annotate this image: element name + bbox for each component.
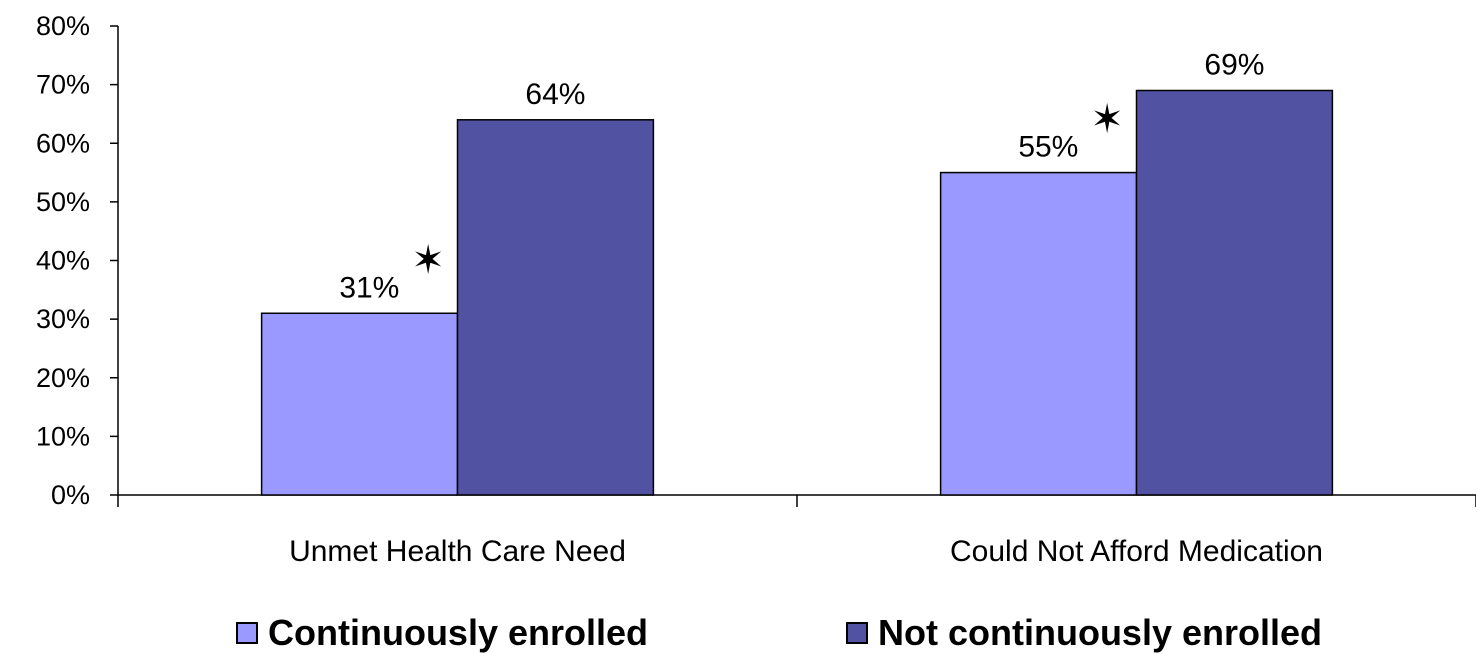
bar-could-not-afford-medication-continuously-enrolled bbox=[939, 171, 1138, 496]
category-label-unmet-health-care-need: Unmet Health Care Need bbox=[289, 535, 626, 568]
legend-swatch-continuously-enrolled bbox=[236, 622, 258, 644]
bar-unmet-health-care-need-continuously-enrolled bbox=[260, 312, 459, 496]
legend-label-continuously-enrolled: Continuously enrolled bbox=[268, 612, 649, 653]
bar-unmet-health-care-need-not-continuously-enrolled bbox=[456, 119, 655, 496]
y-tick-label-8: 80% bbox=[36, 11, 90, 41]
data-label-could-not-afford-medication-not-continuously-enrolled: 69% bbox=[1204, 48, 1264, 81]
y-tick-label-6: 60% bbox=[36, 128, 90, 158]
legend: Continuously enrolled Not continuously e… bbox=[0, 608, 1476, 653]
y-tick-label-1: 10% bbox=[36, 421, 90, 451]
star-annotation-1: ✶ bbox=[1090, 98, 1124, 142]
y-tick-label-4: 40% bbox=[36, 246, 90, 276]
bar-chart: 0% 10% 20% 30% 40% 50% 60% 70% 80% 31% 64% Unmet He… bbox=[36, 11, 1476, 568]
y-tick-label-2: 20% bbox=[36, 363, 90, 393]
data-label-unmet-health-care-need-not-continuously-enrolled: 64% bbox=[525, 78, 585, 111]
y-tick-label-7: 70% bbox=[36, 70, 90, 100]
y-tick-label-0: 0% bbox=[51, 480, 90, 510]
legend-swatch-not-continuously-enrolled bbox=[846, 622, 868, 644]
bar-could-not-afford-medication-not-continuously-enrolled bbox=[1135, 89, 1334, 496]
legend-label-not-continuously-enrolled: Not continuously enrolled bbox=[878, 612, 1323, 653]
y-tick-label-5: 50% bbox=[36, 187, 90, 217]
data-label-could-not-afford-medication-continuously-enrolled: 55% bbox=[1018, 131, 1078, 164]
data-label-unmet-health-care-need-continuously-enrolled: 31% bbox=[339, 271, 399, 304]
legend-item-not-continuously-enrolled: Not continuously enrolled bbox=[846, 612, 1322, 654]
star-annotation-0: ✶ bbox=[411, 238, 445, 282]
y-tick-label-3: 30% bbox=[36, 304, 90, 334]
category-label-could-not-afford-medication: Could Not Afford Medication bbox=[950, 535, 1323, 568]
legend-item-continuously-enrolled: Continuously enrolled bbox=[236, 612, 648, 654]
